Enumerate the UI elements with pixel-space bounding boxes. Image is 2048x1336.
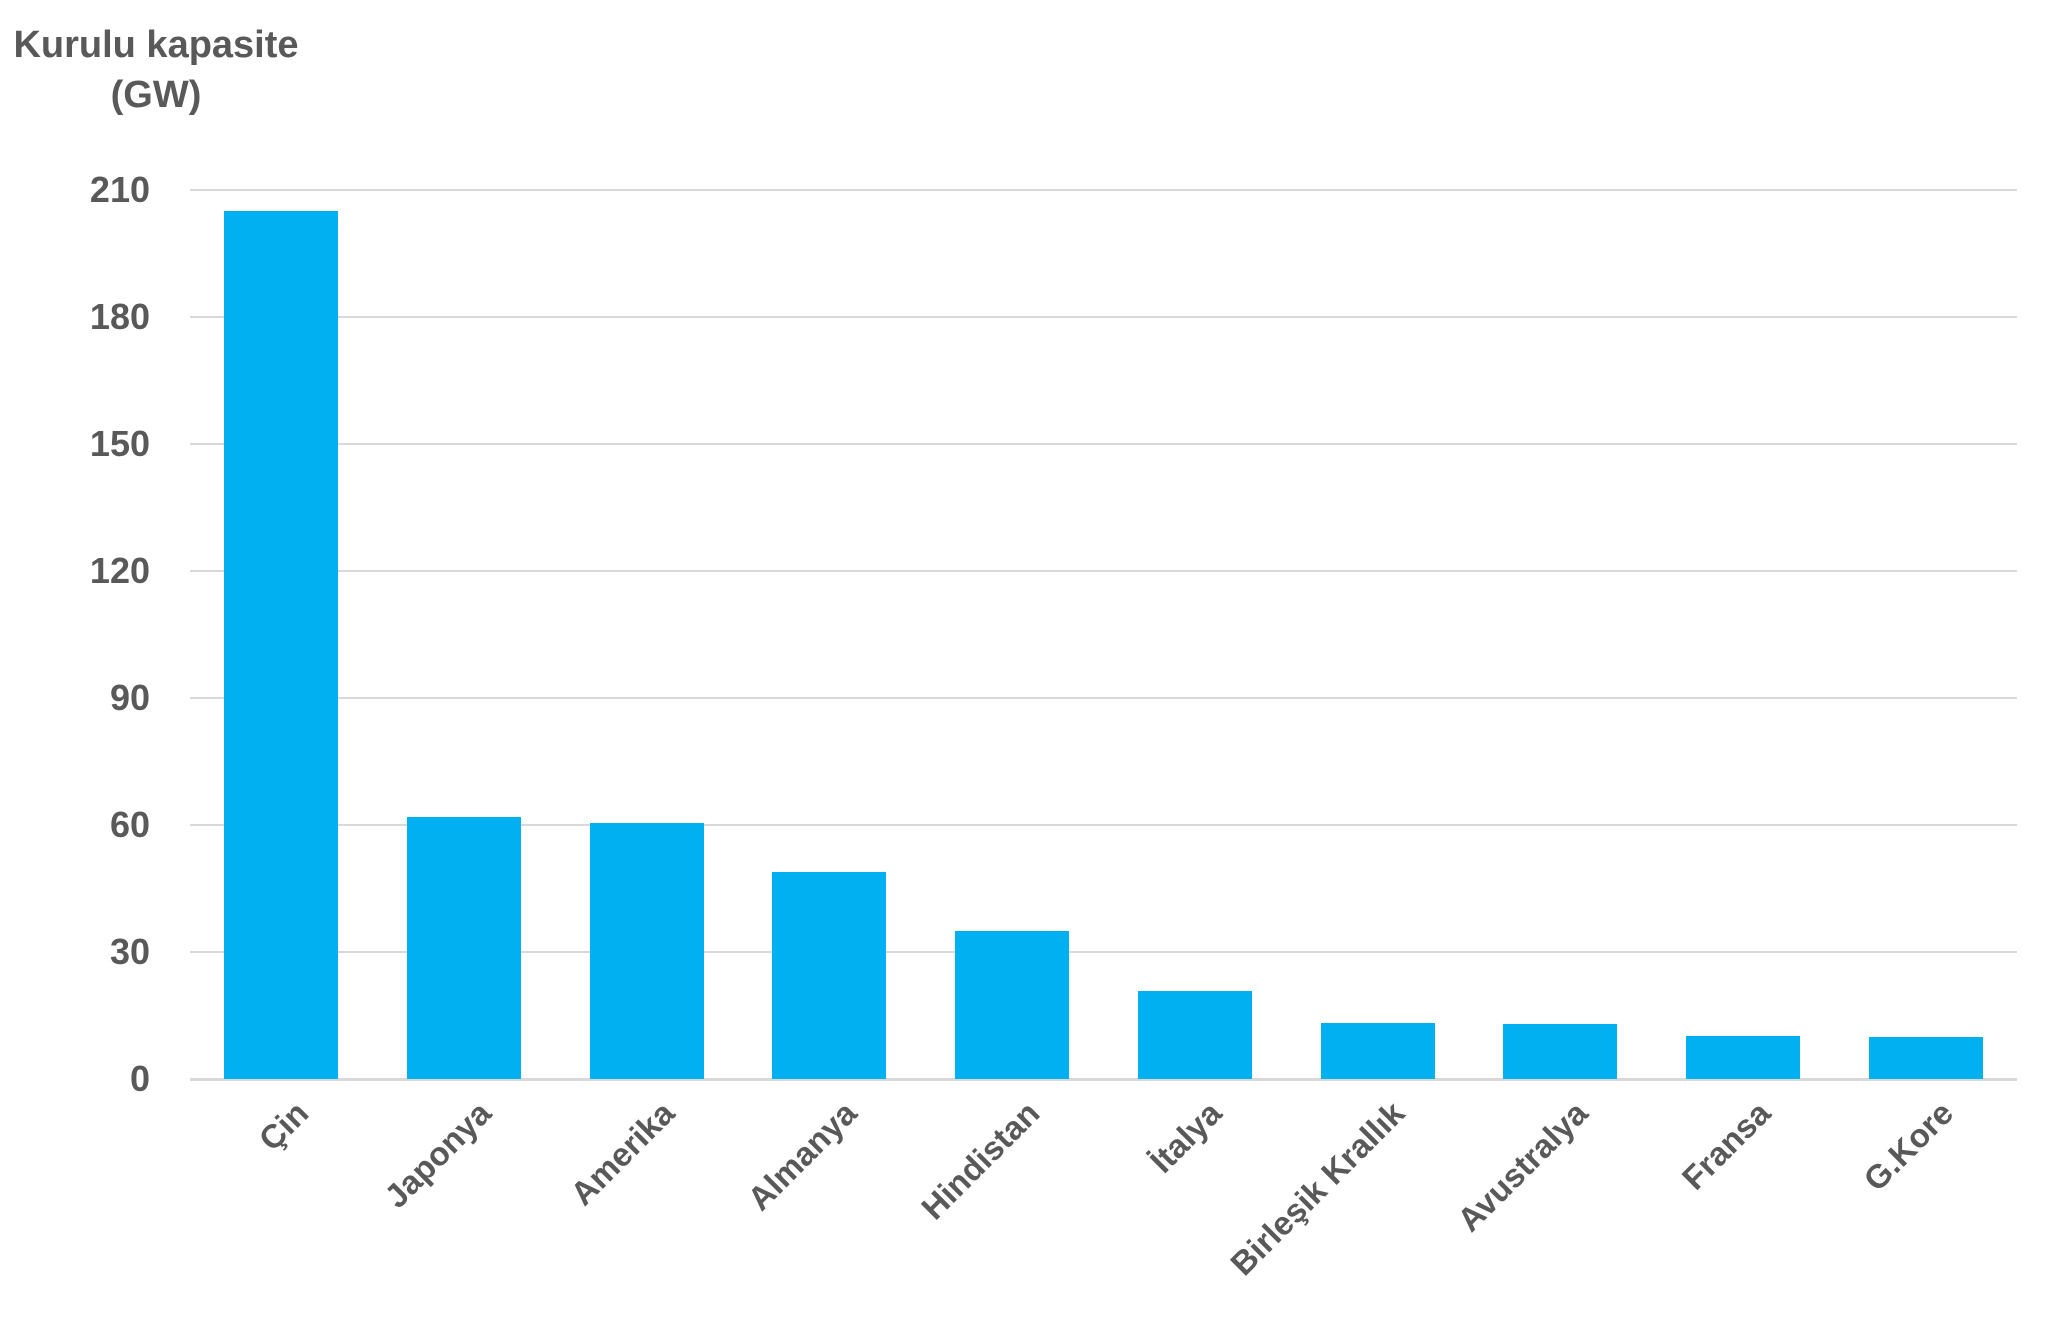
bar-hindistan	[955, 930, 1070, 1079]
x-label-birlesik-krallik: Birleşik Krallık	[1223, 1094, 1412, 1283]
y-tick-90: 90	[109, 677, 150, 718]
gridline-30	[190, 951, 2017, 953]
bar-fransa	[1685, 1035, 1800, 1079]
gridline-150	[190, 443, 2017, 445]
y-axis-title: Kurulu kapasite (GW)	[10, 20, 302, 120]
bar-almanya	[772, 871, 887, 1079]
y-tick-120: 120	[89, 550, 150, 591]
bar-italya	[1137, 991, 1252, 1079]
bar-japonya	[407, 816, 522, 1079]
x-label-cin: Çin	[251, 1094, 316, 1158]
bar-amerika	[589, 822, 704, 1079]
x-label-avustralya: Avustralya	[1449, 1094, 1595, 1239]
y-tick-0: 0	[129, 1058, 150, 1099]
y-axis-title-line2: (GW)	[110, 74, 202, 117]
gridline-210	[190, 189, 2017, 191]
bar-avustralya	[1503, 1024, 1618, 1079]
x-label-amerika: Amerika	[562, 1094, 681, 1213]
y-tick-150: 150	[89, 423, 150, 464]
y-tick-180: 180	[89, 296, 150, 337]
x-label-almanya: Almanya	[740, 1094, 864, 1218]
y-tick-60: 60	[109, 804, 150, 845]
bar-birlesik-krallik	[1320, 1022, 1435, 1079]
gridline-0	[190, 1078, 2017, 1081]
y-tick-30: 30	[109, 931, 150, 972]
gridline-180	[190, 316, 2017, 318]
y-axis-title-line1: Kurulu kapasite	[13, 24, 299, 66]
gridline-90	[190, 697, 2017, 699]
bar-cin	[224, 211, 339, 1079]
x-label-fransa: Fransa	[1674, 1094, 1778, 1197]
gridline-120	[190, 570, 2017, 572]
x-label-g-kore: G.Kore	[1855, 1094, 1960, 1198]
x-label-japonya: Japonya	[377, 1094, 499, 1215]
gridline-60	[190, 824, 2017, 826]
y-tick-210: 210	[89, 169, 150, 210]
x-label-hindistan: Hindistan	[913, 1094, 1047, 1227]
x-label-italya: İtalya	[1143, 1094, 1230, 1180]
bar-g-kore	[1868, 1036, 1983, 1079]
